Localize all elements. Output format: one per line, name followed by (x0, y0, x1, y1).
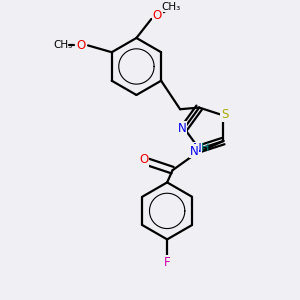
Text: N: N (193, 142, 202, 155)
Text: H: H (201, 143, 209, 153)
Text: F: F (164, 256, 170, 269)
Text: CH₃: CH₃ (53, 40, 73, 50)
Text: O: O (76, 39, 86, 52)
Text: O: O (153, 9, 162, 22)
Text: N: N (178, 122, 187, 135)
Text: N: N (190, 145, 199, 158)
Text: O: O (140, 153, 149, 166)
Text: CH₃: CH₃ (161, 2, 181, 12)
Text: S: S (221, 108, 229, 121)
